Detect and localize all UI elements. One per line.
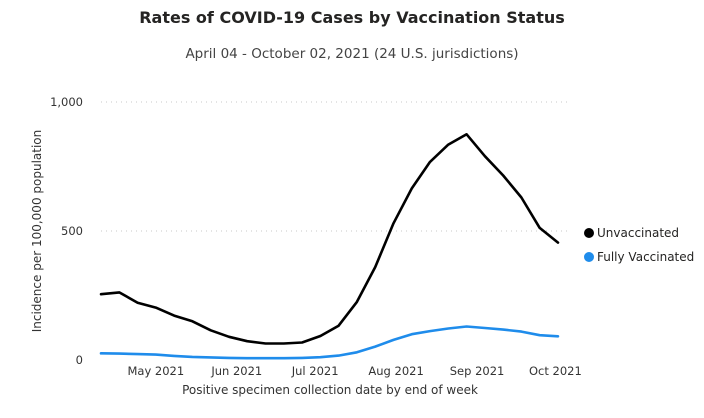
x-tick-label: Jun 2021 <box>210 364 262 378</box>
x-axis-ticks: May 2021 Jun 2021 Jul 2021 Aug 2021 Sep 2021… <box>127 364 581 378</box>
legend-marker-fully-vaccinated <box>584 252 594 262</box>
chart-title: Rates of COVID-19 Cases by Vaccination S… <box>139 8 565 27</box>
chart-subtitle: April 04 - October 02, 2021 (24 U.S. jur… <box>185 46 519 62</box>
y-axis-label: Incidence per 100,000 population <box>30 130 44 333</box>
gridlines <box>101 101 568 232</box>
legend-label-fully-vaccinated: Fully Vaccinated <box>597 250 694 264</box>
y-axis-ticks: 0 500 1,000 <box>50 95 83 367</box>
series-line-fully-vaccinated <box>99 325 560 360</box>
y-tick-label: 500 <box>61 224 83 238</box>
legend-marker-unvaccinated <box>584 228 594 238</box>
x-tick-label: Oct 2021 <box>529 364 582 378</box>
y-tick-label: 0 <box>76 353 83 367</box>
x-tick-label: Sep 2021 <box>450 364 505 378</box>
series-line-unvaccinated <box>99 133 560 345</box>
x-axis-label: Positive specimen collection date by end… <box>182 383 478 397</box>
y-tick-label: 1,000 <box>50 95 83 109</box>
x-tick-label: May 2021 <box>127 364 184 378</box>
legend-label-unvaccinated: Unvaccinated <box>597 226 679 240</box>
series-lines <box>99 133 560 360</box>
x-tick-label: Jul 2021 <box>291 364 339 378</box>
x-tick-label: Aug 2021 <box>368 364 423 378</box>
legend: Unvaccinated Fully Vaccinated <box>584 226 694 264</box>
